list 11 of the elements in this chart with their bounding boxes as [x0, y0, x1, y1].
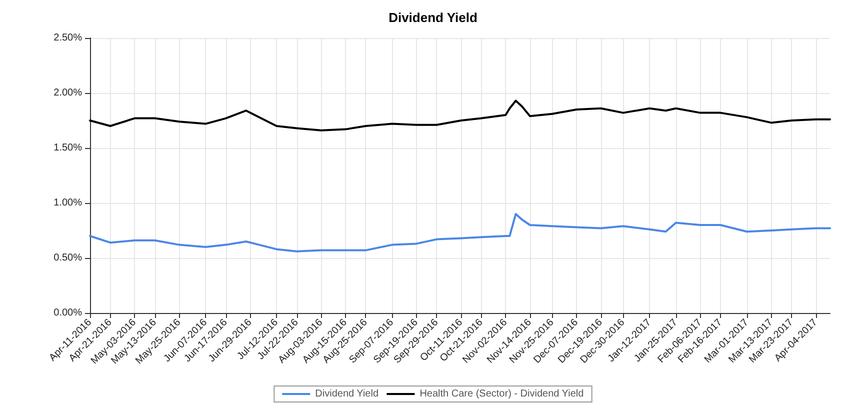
- y-tick-label: 2.00%: [54, 88, 82, 98]
- y-tick-label: 1.00%: [54, 198, 82, 208]
- legend-label: Health Care (Sector) - Dividend Yield: [420, 388, 584, 400]
- line-series: [89, 213, 831, 252]
- y-tick-label: 1.50%: [54, 142, 82, 154]
- y-tick-label: 2.50%: [54, 32, 82, 44]
- chart-title: Dividend Yield: [388, 10, 478, 25]
- line-series: [89, 100, 831, 132]
- y-tick-label: 0.00%: [54, 308, 82, 318]
- y-tick-label: 0.50%: [54, 252, 82, 264]
- legend-label: Dividend Yield: [315, 388, 379, 400]
